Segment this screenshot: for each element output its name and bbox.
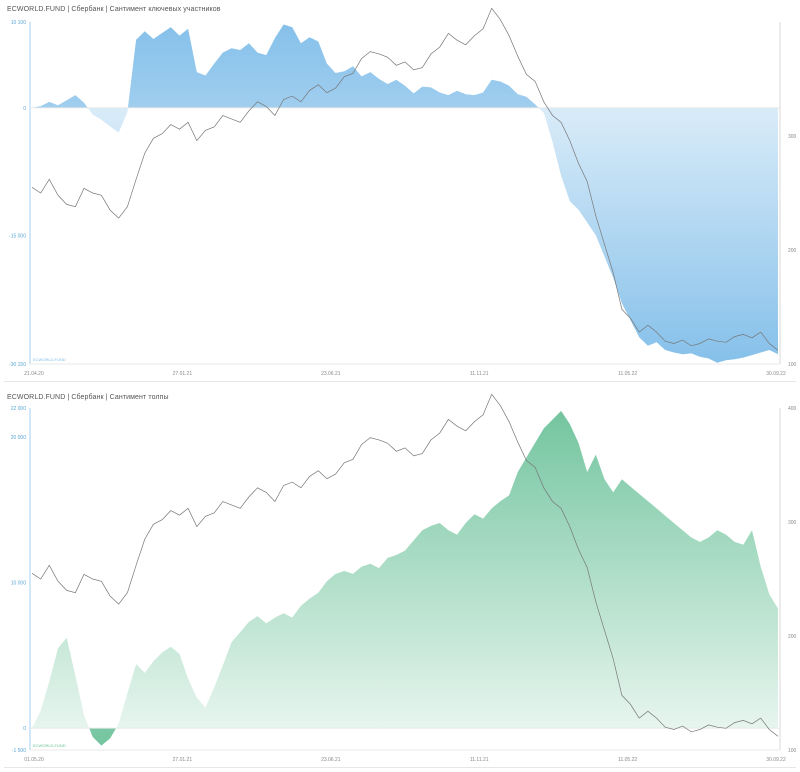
sentiment-area-positive [32, 410, 778, 729]
chart-svg: 10 100 0 -15 000 -30 150 300 200 100 21.04.20 27… [9, 7, 796, 377]
watermark: ECWORLD.FUND [33, 743, 66, 748]
x-tick-label: 27.01.21 [173, 371, 193, 377]
sentiment-area-negative [87, 107, 778, 363]
right-tick-label: 300 [788, 520, 796, 526]
chart-title: ECWORLD.FUND | Сбербанк | Сантимент ключ… [7, 6, 221, 13]
x-tick-label: 23.06.21 [321, 371, 341, 377]
right-tick-label: 200 [788, 634, 796, 640]
x-tick-label: 30.09.22 [766, 757, 786, 763]
right-tick-label: 100 [788, 362, 796, 368]
right-tick-label: 100 [788, 748, 796, 754]
x-tick-label: 11.11.21 [470, 757, 489, 763]
left-tick-label: 22 000 [11, 406, 27, 412]
x-tick-label: 11.11.21 [470, 371, 489, 377]
left-tick-label: 0 [23, 726, 26, 732]
left-tick-label: 10 000 [11, 581, 27, 587]
left-tick-label: -1 500 [12, 748, 26, 754]
price-line [31, 7, 779, 351]
chart-panel-crowd: ECWORLD.FUND | Сбербанк | Сантимент толп… [4, 390, 796, 768]
sentiment-area-positive [32, 24, 778, 108]
x-tick-label: 11.05.22 [618, 371, 637, 377]
chart-panel-key-participants: ECWORLD.FUND | Сбербанк | Сантимент ключ… [4, 2, 796, 382]
sentiment-area-negative [32, 728, 778, 746]
x-tick-label: 30.09.22 [766, 371, 786, 377]
left-tick-label: 10 100 [11, 20, 27, 26]
panel-divider [4, 381, 796, 382]
x-tick-label: 27.01.21 [173, 757, 193, 763]
right-tick-label: 400 [788, 406, 796, 412]
chart-title: ECWORLD.FUND | Сбербанк | Сантимент толп… [7, 394, 169, 401]
left-tick-label: -15 000 [9, 233, 26, 239]
x-tick-label: 23.06.21 [321, 757, 341, 763]
right-tick-label: 300 [788, 134, 796, 140]
left-tick-label: -30 150 [9, 362, 26, 368]
right-tick-label: 200 [788, 248, 796, 254]
x-tick-label: 21.04.20 [24, 371, 44, 377]
x-tick-label: 01.05.20 [24, 757, 44, 763]
panel-divider [4, 767, 796, 768]
x-tick-label: 11.05.22 [618, 757, 637, 763]
chart-svg: 22 000 20 000 10 000 0 -1 500 400 300 200 100 01.… [11, 393, 796, 763]
left-tick-label: 20 000 [11, 435, 27, 441]
left-tick-label: 0 [23, 106, 26, 112]
watermark: ECWORLD.FUND [33, 357, 66, 362]
price-line [31, 393, 779, 737]
